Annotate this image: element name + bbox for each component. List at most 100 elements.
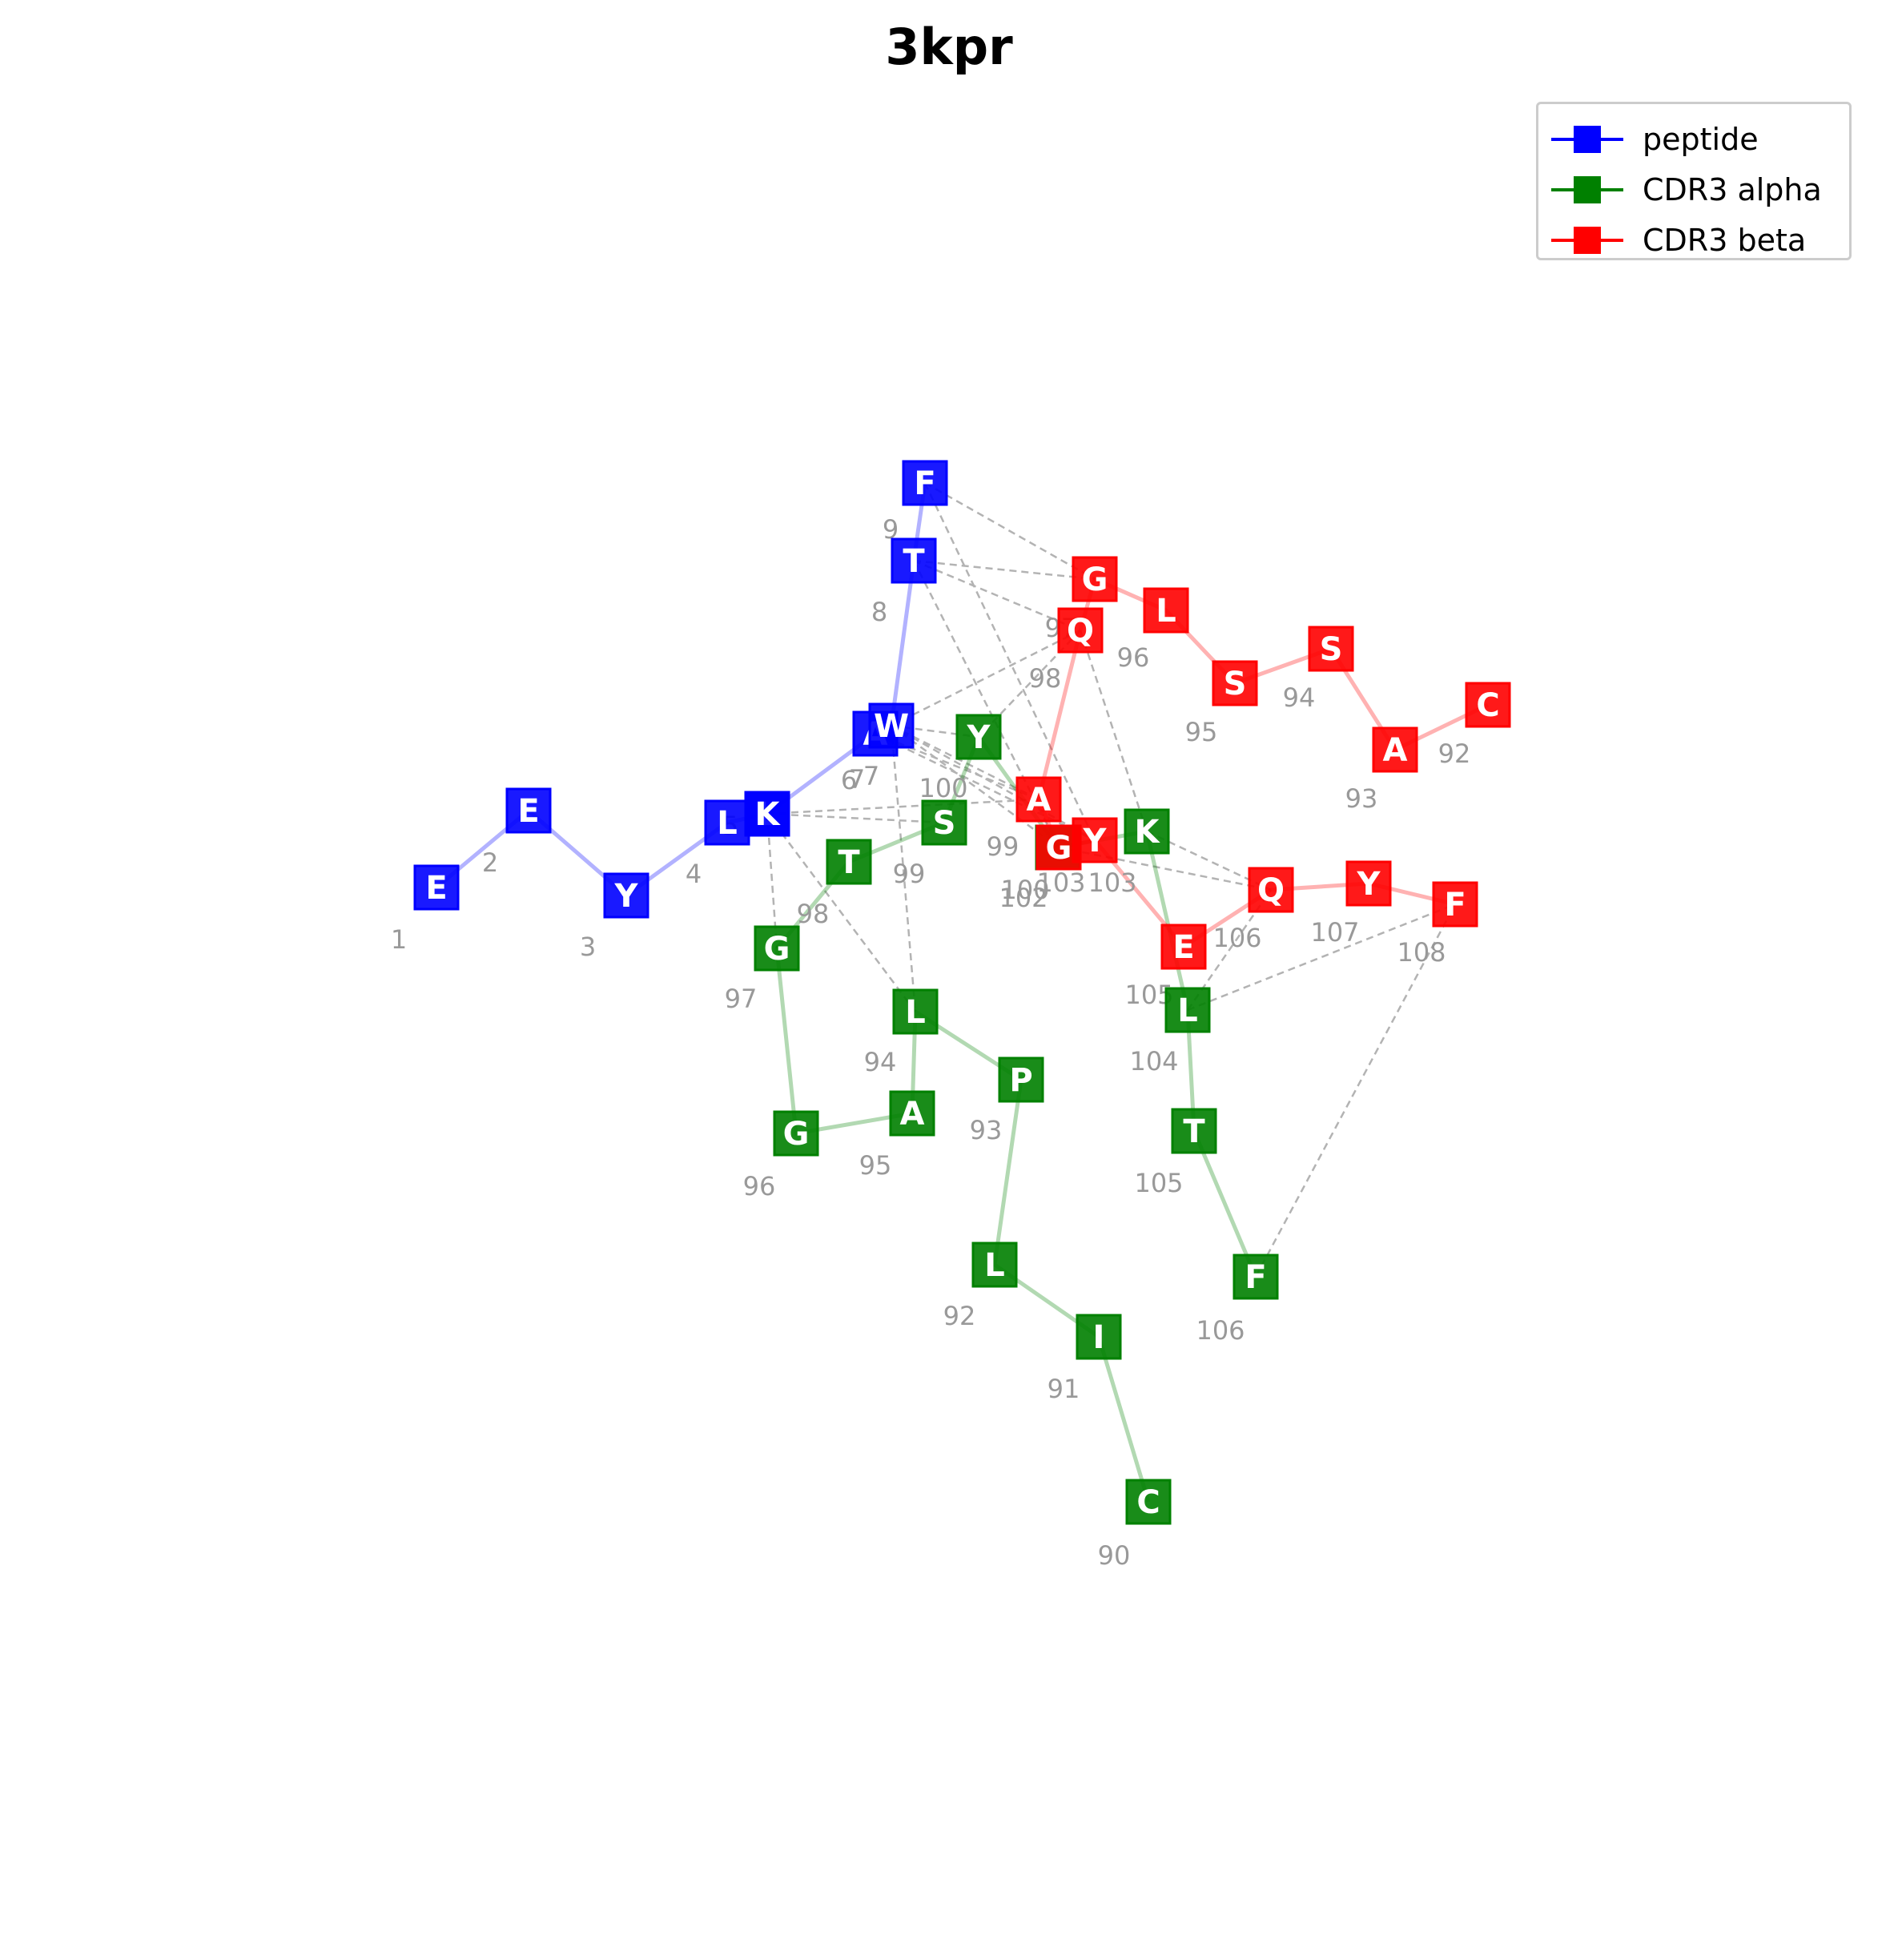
cdr3-alpha-residue-letter: A [900, 1096, 925, 1133]
cdr3-beta-residue-letter: G [1082, 561, 1108, 598]
contact-line-2 [913, 559, 1096, 581]
legend-entry-peptide: peptide [1538, 115, 1849, 163]
cdr3-alpha-residue-number: 95 [859, 1150, 892, 1181]
cdr3-beta-residue-box [1072, 556, 1118, 602]
cdr3-alpha-residue-box [773, 1110, 819, 1157]
cdr3-beta-residue-number: 98 [1029, 663, 1062, 694]
contact-line-15 [766, 813, 917, 1012]
legend-entry-cdr3-alpha: CDR3 alpha [1538, 166, 1849, 214]
cdr3-alpha-residue-letter: F [1245, 1259, 1266, 1296]
cdr3-beta-residue-box [1212, 660, 1258, 706]
cdr3-alpha-residue: G [754, 925, 800, 972]
cdr3-alpha-residue-letter: I [1093, 1319, 1105, 1356]
cdr3-beta-residue-letter: Y [1357, 866, 1381, 903]
cdr3-beta-residue-box [1372, 726, 1418, 773]
cdr3-beta-residue-number: 95 [1185, 717, 1218, 747]
cdr3-beta-residue: A [1015, 776, 1062, 823]
peptide-residue-number: 1 [391, 924, 407, 955]
peptide-residue-letter: E [425, 870, 447, 907]
cdr3-beta-residue: Y [1345, 860, 1392, 907]
cdr3-beta-residue: S [1308, 626, 1354, 672]
contact-line-7 [891, 724, 1039, 801]
contact-line-8 [891, 724, 1060, 849]
cdr3-alpha-residue-letter: T [838, 844, 860, 881]
peptide-residue-letter: F [914, 465, 935, 502]
cdr3-alpha-residue-number: 97 [725, 984, 758, 1014]
contact-line-0 [924, 481, 1096, 581]
peptide-residue: E [413, 864, 460, 911]
cdr3-alpha-residue-letter: T [1183, 1113, 1205, 1150]
peptide-backbone [435, 482, 927, 899]
legend-label-cdr3-alpha: CDR3 alpha [1643, 172, 1822, 207]
cdr3-alpha-residue-number: 93 [970, 1115, 1003, 1145]
peptide-residue-box [891, 537, 937, 584]
residue-nodes: EEYLLKAWTFCILPLAGGTSYGKLTFCASSLGQAGYEQYF [413, 460, 1511, 1525]
cdr3-beta-residue-letter: E [1172, 929, 1194, 966]
cdr3-alpha-residue-number: 99 [893, 859, 926, 889]
legend-marker-cdr3-alpha [1574, 176, 1601, 203]
cdr3-beta-residue-letter: A [1383, 732, 1408, 769]
cdr3-alpha-residue-letter: L [984, 1247, 1005, 1284]
cdr3-beta-residue: G [1072, 556, 1118, 602]
peptide-residue-number: 4 [686, 859, 702, 889]
cdr3-alpha-residue-box [1124, 808, 1170, 855]
legend: peptide CDR3 alpha CDR3 beta [1536, 102, 1852, 260]
peptide-residue-number: 8 [871, 597, 887, 627]
cdr3-alpha-residue-box [1232, 1254, 1279, 1300]
peptide-residue: W [868, 702, 915, 749]
cdr3-alpha-residue: Y [955, 714, 1002, 760]
cdr3-beta-residue-number: 103 [1036, 867, 1085, 898]
diagram-title: 3kpr [885, 18, 1013, 76]
legend-label-peptide: peptide [1643, 122, 1759, 157]
peptide-residue-letter: L [717, 805, 738, 842]
cdr3-beta-residue-letter: S [1224, 666, 1247, 702]
cdr3-alpha-residue: S [921, 799, 967, 846]
cdr3-beta-residue-number: 94 [1283, 682, 1316, 713]
cdr3-alpha-residue-box [921, 799, 967, 846]
peptide-residue: T [891, 537, 937, 584]
cdr3-beta-residue: A [1372, 726, 1418, 773]
cdr3-beta-residue-number: 93 [1345, 783, 1378, 814]
cdr3-beta-residue-box [1057, 607, 1104, 654]
cdr3-beta-residue-box [1143, 587, 1189, 634]
peptide-residue-box [868, 702, 915, 749]
peptide-residue-box [413, 864, 460, 911]
cdr3-beta-residue-letter: Q [1257, 872, 1285, 909]
cdr3-alpha-residue-letter: Y [967, 719, 991, 756]
cdr3-beta-residue-letter: F [1444, 887, 1466, 924]
cdr3-alpha-residue-box [1171, 1108, 1217, 1154]
peptide-residue-letter: W [874, 708, 909, 745]
cdr3-alpha-residue-box [1076, 1314, 1122, 1360]
contact-line-16 [766, 798, 1039, 815]
cdr3-beta-residue-box [1465, 682, 1511, 728]
cdr3-beta-residue-letter: L [1156, 593, 1176, 630]
cdr3-alpha-residue: F [1232, 1254, 1279, 1300]
peptide-residue: Y [603, 872, 649, 919]
cdr3-alpha-residue-number: 92 [943, 1301, 976, 1331]
cdr3-beta-residue-number: 92 [1438, 739, 1471, 769]
peptide-residue-box [744, 791, 790, 837]
cdr3-alpha-residue-letter: L [905, 994, 926, 1031]
peptide-residue: L [704, 799, 750, 846]
peptide-residue: K [744, 791, 790, 837]
cdr3-alpha-residue-box [754, 925, 800, 972]
cdr3-alpha-residue-number: 100 [919, 773, 967, 803]
cdr3-beta-residue-box [1432, 881, 1478, 928]
peptide-residue-box [603, 872, 649, 919]
cdr3-alpha-residue-box [971, 1242, 1018, 1288]
cdr3-alpha-residue-number: 105 [1134, 1168, 1183, 1198]
cdr3-alpha-residue-number: 102 [999, 883, 1048, 913]
peptide-residue-letter: E [517, 793, 539, 830]
peptide-residue: F [902, 460, 948, 506]
cdr3-alpha-residue: P [998, 1056, 1044, 1103]
cdr3-beta-residue: Y [1072, 817, 1118, 863]
cdr3-alpha-residue-box [1125, 1479, 1172, 1525]
cdr3-alpha-residue-number: 104 [1129, 1046, 1178, 1077]
cdr3-beta-residue-box [1248, 867, 1294, 913]
cdr3-beta-residue: L [1143, 587, 1189, 634]
legend-entry-cdr3-beta: CDR3 beta [1538, 216, 1849, 264]
cdr3-alpha-residue-number: 91 [1048, 1374, 1080, 1404]
cdr3-alpha-residue-letter: K [1135, 814, 1161, 851]
cdr3-alpha-residue-number: 90 [1098, 1540, 1131, 1571]
